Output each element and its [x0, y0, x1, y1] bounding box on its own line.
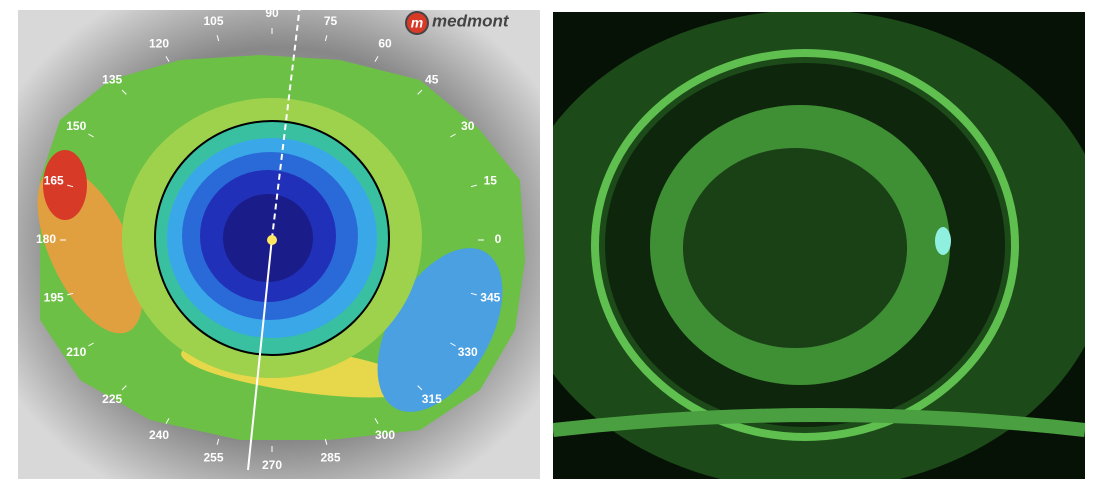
angle-tick — [417, 89, 423, 95]
angle-label: 90 — [265, 6, 279, 20]
angle-tick — [121, 89, 127, 95]
apex-marker — [267, 235, 277, 245]
angle-label: 285 — [320, 450, 340, 464]
tear-meniscus — [553, 408, 1085, 437]
angle-tick — [470, 184, 477, 188]
angle-tick — [165, 56, 170, 62]
angle-label: 150 — [66, 119, 86, 133]
angle-tick — [67, 184, 74, 188]
red-patch — [43, 150, 87, 220]
angle-tick — [67, 292, 74, 296]
angle-label: 255 — [203, 450, 223, 464]
angle-tick — [324, 438, 328, 445]
lens-edge — [591, 49, 1019, 441]
reflection — [935, 227, 951, 255]
angle-label: 240 — [149, 428, 169, 442]
angle-tick — [88, 342, 94, 347]
angle-label: 180 — [36, 232, 56, 246]
angle-label: 195 — [44, 291, 64, 305]
angle-tick — [450, 133, 456, 138]
angle-tick — [374, 56, 379, 62]
angle-label: 210 — [66, 345, 86, 359]
angle-tick — [216, 35, 220, 42]
optic-zone — [683, 148, 907, 348]
angle-tick — [450, 342, 456, 347]
angle-label: 315 — [422, 392, 442, 406]
angle-label: 60 — [378, 36, 392, 50]
angle-tick — [216, 438, 220, 445]
angle-labels: 0 15 30 45 60 75 90 105 120 135 150 165 180 195 210 225… — [36, 6, 502, 472]
axis-top — [271, 10, 301, 239]
angle-label: 75 — [324, 14, 338, 28]
angle-label: 30 — [461, 119, 475, 133]
angle-tick — [374, 418, 379, 424]
topography-map: 0 15 30 45 60 75 90 105 120 135 150 165 180 195 210 225… — [18, 6, 540, 479]
angle-label: 0 — [495, 232, 502, 246]
angle-tick — [88, 133, 94, 138]
angle-label: 45 — [425, 72, 439, 86]
angle-label: 345 — [480, 291, 500, 305]
brand-logo — [405, 11, 429, 35]
angle-tick — [165, 418, 170, 424]
angle-label: 15 — [484, 174, 498, 188]
angle-tick — [470, 292, 477, 296]
angle-tick — [417, 385, 423, 391]
angle-label: 225 — [102, 392, 122, 406]
angle-label: 105 — [203, 14, 223, 28]
angle-label: 330 — [458, 345, 478, 359]
angle-label: 270 — [262, 458, 282, 472]
axis-bottom — [247, 237, 273, 471]
brand-icon: m — [411, 15, 423, 31]
fluorescein-image — [553, 12, 1085, 479]
angle-label: 135 — [102, 72, 122, 86]
angle-label: 165 — [44, 174, 64, 188]
angle-label: 120 — [149, 36, 169, 50]
angle-label: 300 — [375, 428, 395, 442]
angle-tick — [324, 35, 328, 42]
angle-tick — [121, 385, 127, 391]
brand-name: medmont — [432, 11, 510, 30]
